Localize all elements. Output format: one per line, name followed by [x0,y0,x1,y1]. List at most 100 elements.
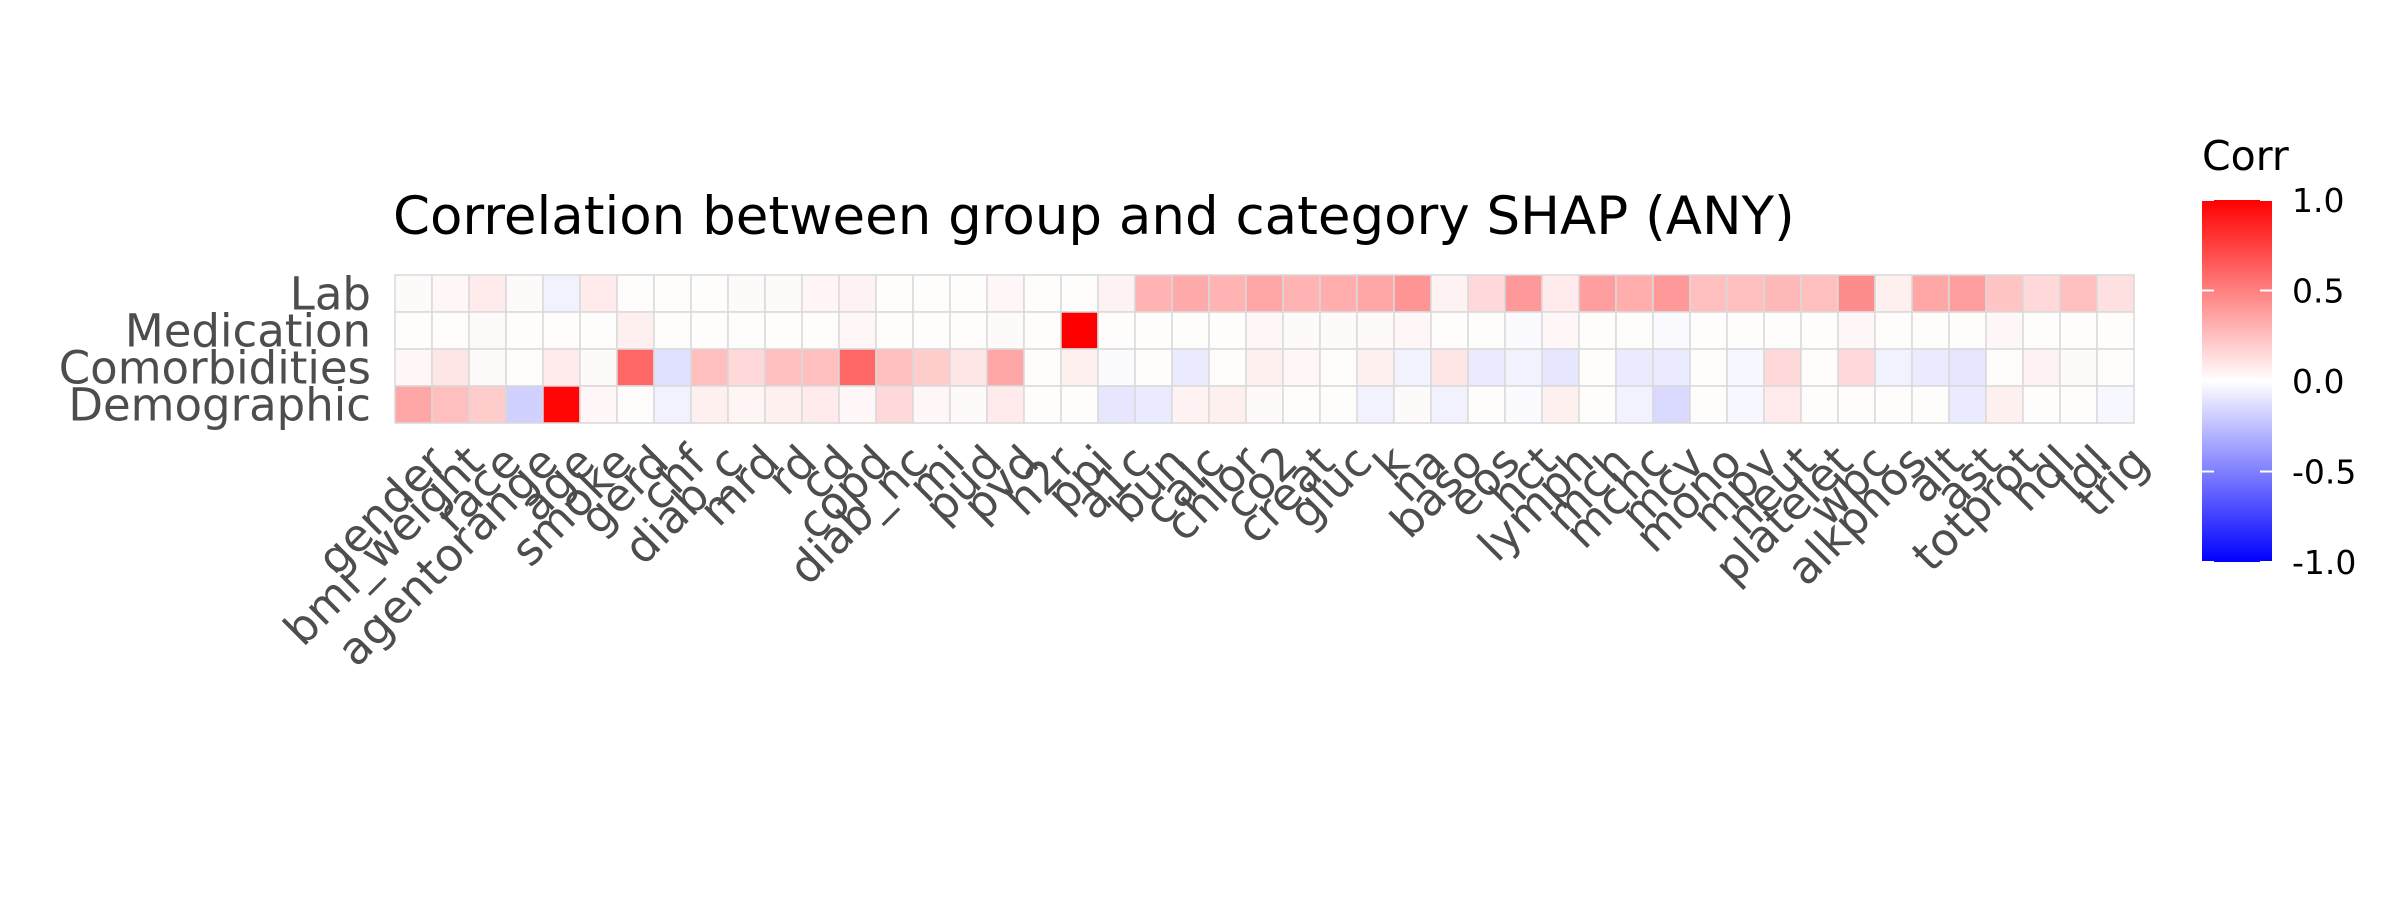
heatmap-cell-comorbidities-calc [1171,348,1210,387]
heatmap-cell-comorbidities-chf [653,348,692,387]
heatmap-cell-medication-lymph [1541,311,1580,350]
heatmap-cell-comorbidities-gluc [1319,348,1358,387]
heatmap-cell-demographic-trig [2096,385,2135,424]
heatmap-cell-comorbidities-h2r [1023,348,1062,387]
heatmap-cell-comorbidities-a1c [1097,348,1136,387]
heatmap-cell-medication-gerd [616,311,655,350]
heatmap-cell-comorbidities-bmi_weight [431,348,470,387]
heatmap-cell-lab-smoke [579,274,618,313]
legend-tick-label: -0.5 [2292,453,2356,492]
heatmap-cell-demographic-diab_nc [875,385,914,424]
heatmap-cell-comorbidities-diab_c [690,348,729,387]
heatmap-cell-medication-mrd [727,311,766,350]
heatmap-cell-demographic-mch [1578,385,1617,424]
heatmap-cell-demographic-chf [653,385,692,424]
heatmap-cell-lab-mcv [1652,274,1691,313]
heatmap-cell-comorbidities-neut [1763,348,1802,387]
heatmap-cell-lab-copd [838,274,877,313]
heatmap-cell-comorbidities-co2 [1245,348,1284,387]
heatmap-cell-lab-mchc [1615,274,1654,313]
heatmap-cell-medication-creat [1282,311,1321,350]
heatmap-cell-demographic-h2r [1023,385,1062,424]
heatmap-cell-lab-pud [949,274,988,313]
heatmap-cell-lab-platelet [1800,274,1839,313]
heatmap-cell-lab-k [1356,274,1395,313]
heatmap-cell-lab-calc [1171,274,1210,313]
heatmap-cell-lab-gender [394,274,433,313]
heatmap-cell-medication-k [1356,311,1395,350]
legend-title: Corr [2202,132,2289,180]
heatmap-cell-lab-mono [1689,274,1728,313]
heatmap-cell-lab-chlor [1208,274,1247,313]
heatmap-cell-comorbidities-alt [1911,348,1950,387]
heatmap-cell-lab-na [1393,274,1432,313]
heatmap-cell-demographic-bun [1134,385,1173,424]
heatmap-cell-medication-mi [912,311,951,350]
heatmap-cell-medication-gluc [1319,311,1358,350]
heatmap-cell-lab-bun [1134,274,1173,313]
heatmap-cell-demographic-age [542,385,581,424]
heatmap-cell-lab-ldl [2059,274,2098,313]
heatmap-cell-comorbidities-mi [912,348,951,387]
heatmap-cell-comorbidities-gender [394,348,433,387]
heatmap-cell-medication-ast [1948,311,1987,350]
heatmap-cell-medication-gender [394,311,433,350]
heatmap-cell-demographic-neut [1763,385,1802,424]
heatmap-cell-comorbidities-smoke [579,348,618,387]
heatmap-cell-medication-bun [1134,311,1173,350]
heatmap-cell-comorbidities-pvd [986,348,1025,387]
heatmap-cell-demographic-gender [394,385,433,424]
y-tick-label-comorbidities: Comorbidities [59,342,371,395]
heatmap-cell-demographic-lymph [1541,385,1580,424]
heatmap-cell-comorbidities-age [542,348,581,387]
heatmap-cell-comorbidities-gerd [616,348,655,387]
heatmap-cell-comorbidities-mchc [1615,348,1654,387]
heatmap-cell-medication-diab_c [690,311,729,350]
heatmap-cell-demographic-cd [801,385,840,424]
heatmap-cell-medication-wbc [1837,311,1876,350]
heatmap-cell-lab-wbc [1837,274,1876,313]
y-tick-label-lab: Lab [290,268,371,321]
heatmap-cell-comorbidities-creat [1282,348,1321,387]
heatmap-cell-medication-diab_nc [875,311,914,350]
heatmap-cell-medication-ldl [2059,311,2098,350]
heatmap-cell-lab-diab_c [690,274,729,313]
legend-tick-label: 1.0 [2292,181,2344,220]
heatmap-cell-demographic-hdl [2022,385,2061,424]
heatmap-cell-lab-race [468,274,507,313]
heatmap-cell-demographic-pvd [986,385,1025,424]
heatmap-cell-medication-eos [1467,311,1506,350]
heatmap-cell-lab-diab_nc [875,274,914,313]
heatmap-cell-comorbidities-trig [2096,348,2135,387]
heatmap-cell-lab-agentorange [505,274,544,313]
heatmap-cell-demographic-na [1393,385,1432,424]
heatmap-cell-comorbidities-baso [1430,348,1469,387]
heatmap-cell-lab-gluc [1319,274,1358,313]
heatmap-cell-lab-gerd [616,274,655,313]
heatmap-cell-demographic-mcv [1652,385,1691,424]
heatmap-cell-medication-alt [1911,311,1950,350]
heatmap-cell-medication-calc [1171,311,1210,350]
heatmap-cell-medication-hdl [2022,311,2061,350]
heatmap-cell-comorbidities-mono [1689,348,1728,387]
heatmap-cell-medication-agentorange [505,311,544,350]
heatmap-cell-medication-platelet [1800,311,1839,350]
heatmap-cell-lab-bmi_weight [431,274,470,313]
heatmap-cell-lab-mch [1578,274,1617,313]
heatmap-cell-comorbidities-pud [949,348,988,387]
color-legend: Corr 1.0 0.5 0.0 -0.5 -1.0 [2202,132,2356,582]
heatmap-cell-lab-totprot [1985,274,2024,313]
heatmap-cell-medication-mono [1689,311,1728,350]
heatmap-cell-medication-neut [1763,311,1802,350]
heatmap-cell-demographic-ast [1948,385,1987,424]
heatmap-cell-demographic-gerd [616,385,655,424]
heatmap-cell-lab-cd [801,274,840,313]
heatmap-cell-demographic-ldl [2059,385,2098,424]
chart-title: Correlation between group and category S… [393,186,1795,247]
heatmap-cell-comorbidities-agentorange [505,348,544,387]
heatmap-cell-lab-mrd [727,274,766,313]
heatmap-cell-medication-co2 [1245,311,1284,350]
heatmap-cell-medication-mpv [1726,311,1765,350]
